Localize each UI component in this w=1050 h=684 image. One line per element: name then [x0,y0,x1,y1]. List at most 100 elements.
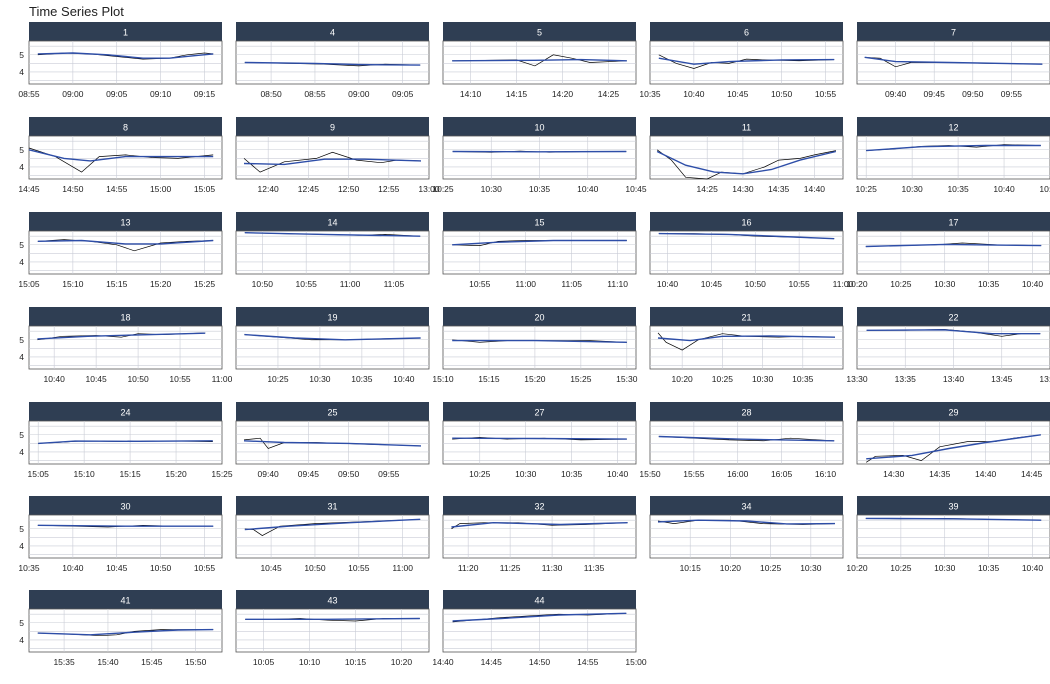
x-tick-label: 10:35 [529,184,551,194]
x-tick-label: 10:45 [85,374,107,384]
x-tick-label: 10:30 [800,563,822,573]
x-tick-label: 10:10 [299,657,321,667]
x-tick-label: 14:30 [732,184,754,194]
panel-39-chart: 39 10:20 10:25 10:30 10:35 10:40 [846,496,1050,573]
x-tick-label: 10:40 [62,563,84,573]
smooth-series-line [452,437,627,440]
y-tick-label: 4 [19,257,24,267]
smooth-series-line [656,150,837,175]
panel-18: 18 4 5 10:40 10:45 10:50 10:55 11:00 [0,307,234,389]
panel-label: 39 [948,502,958,512]
smooth-series-line [243,440,422,447]
x-tick-label: 10:20 [672,374,694,384]
x-tick-label: 10:55 [194,563,216,573]
x-tick-label: 10:20 [846,563,868,573]
panel-30-chart: 30 4 5 10:35 10:40 10:45 10:50 10:55 [18,496,223,573]
panel-strip [236,307,429,326]
panel-strip [443,590,636,609]
plot-frame [442,420,637,465]
panel-22-chart: 22 13:30 13:35 13:40 13:45 13:50 [846,307,1050,384]
panel-label: 44 [534,596,544,606]
y-tick-label: 5 [19,335,24,345]
x-tick-label: 10:55 [469,279,491,289]
panel-30: 30 4 5 10:35 10:40 10:45 10:50 10:55 [0,496,234,578]
smooth-series-line [865,517,1042,521]
smooth-series-line [245,617,420,620]
plot-frame [235,135,430,180]
x-tick-label: 09:50 [338,469,360,479]
x-tick-label: 10:40 [1022,563,1044,573]
x-tick-label: 10:25 [432,184,454,194]
panel-6-chart: 6 10:35 10:40 10:45 10:50 10:55 [639,22,844,99]
plot-frame [28,514,223,559]
panel-10-chart: 10 10:25 10:30 10:35 10:40 10:45 [432,117,647,194]
panel-strip [650,496,843,515]
panel-label: 31 [327,502,337,512]
x-tick-label: 09:00 [62,89,84,99]
plot-frame [649,40,844,85]
smooth-series-line [452,339,627,343]
x-tick-label: 15:00 [625,657,647,667]
panel-34-chart: 34 10:15 10:20 10:25 10:30 [649,496,844,573]
panel-label: 1 [123,28,128,38]
panel-strip [857,117,1050,136]
panel-9: 9 12:40 12:45 12:50 12:55 13:00 [207,117,441,199]
x-tick-label: 14:45 [1021,469,1043,479]
x-tick-label: 10:30 [934,563,956,573]
panel-31: 31 10:45 10:50 10:55 11:00 [207,496,441,578]
plot-frame [856,135,1050,180]
x-tick-label: 14:40 [804,184,826,194]
smooth-series-line [243,158,422,166]
x-tick-label: 10:35 [978,279,1000,289]
x-tick-label: 10:30 [309,374,331,384]
plot-frame [649,325,844,370]
smooth-series-line [37,628,214,636]
y-tick-label: 5 [19,145,24,155]
smooth-series-line [658,57,835,65]
x-tick-label: 09:05 [106,89,128,99]
smooth-series-line [658,435,835,442]
x-tick-label: 10:25 [712,374,734,384]
panel-strip [443,212,636,231]
smooth-series-line [38,440,213,445]
x-tick-label: 10:25 [267,374,289,384]
smooth-series-line [452,58,627,62]
raw-series-line [37,239,214,252]
x-tick-label: 11:00 [833,279,854,289]
x-tick-label: 14:25 [697,184,719,194]
y-tick-label: 4 [19,67,24,77]
x-tick-label: 16:00 [727,469,749,479]
y-tick-label: 4 [19,541,24,551]
x-tick-label: 13:40 [943,374,965,384]
x-tick-label: 10:35 [639,89,661,99]
x-tick-label: 10:50 [304,563,326,573]
panel-5: 5 14:10 14:15 14:20 14:25 [414,22,648,104]
smooth-series-line [864,56,1043,65]
panel-strip [857,212,1050,231]
x-tick-label: 13:50 [1039,374,1050,384]
x-tick-label: 10:35 [792,374,814,384]
panel-strip [650,117,843,136]
panel-39: 39 10:20 10:25 10:30 10:35 10:40 [828,496,1050,578]
raw-series-line [28,147,214,173]
panel-label: 14 [327,218,337,228]
panel-label: 29 [948,408,958,418]
x-tick-label: 10:25 [890,563,912,573]
panel-label: 32 [534,502,544,512]
x-tick-label: 10:50 [252,279,274,289]
panel-label: 17 [948,218,958,228]
panel-21: 21 10:20 10:25 10:30 10:35 [621,307,855,389]
x-tick-label: 10:30 [752,374,774,384]
x-tick-label: 10:45 [625,184,647,194]
panel-label: 22 [948,313,958,323]
x-tick-label: 09:05 [392,89,414,99]
x-tick-label: 15:25 [194,279,216,289]
x-tick-label: 10:20 [720,563,742,573]
panel-strip [443,307,636,326]
panel-27-chart: 27 10:25 10:30 10:35 10:40 [442,402,637,479]
x-tick-label: 11:25 [500,563,521,573]
panel-6: 6 10:35 10:40 10:45 10:50 10:55 [621,22,855,104]
x-tick-label: 15:05 [28,469,50,479]
x-tick-label: 16:05 [771,469,793,479]
x-tick-label: 15:20 [524,374,546,384]
